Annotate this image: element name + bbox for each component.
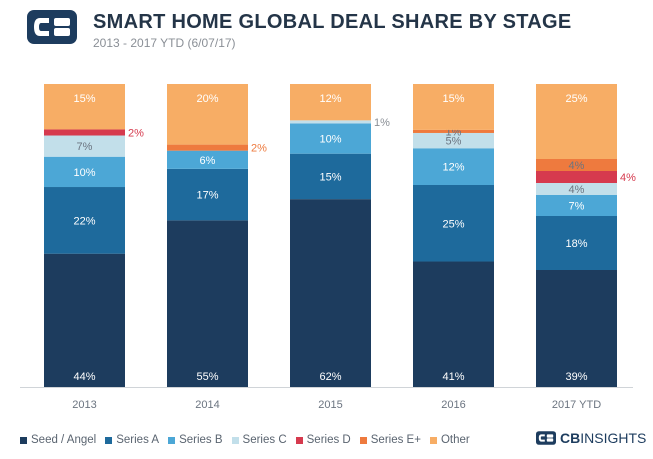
bar-segment-2016-series-b	[413, 148, 494, 185]
legend-item-series-b: Series B	[168, 434, 223, 446]
bar-segment-2013-seed-angel	[44, 253, 125, 387]
bar-segment-2014-series-a	[167, 168, 248, 221]
legend-swatch-series-e	[359, 436, 367, 444]
bar-segment-2013-series-d	[44, 129, 125, 136]
data-label-2017-ytd-series-e: 4%	[569, 160, 585, 172]
legend-item-series-e: Series E+	[359, 434, 421, 446]
bar-segment-2017-ytd-series-a	[536, 216, 617, 270]
data-label-2015-series-a: 15%	[319, 171, 341, 183]
data-label-2014-series-e: 2%	[251, 143, 267, 155]
legend-label-series-c: Series C	[242, 434, 287, 446]
legend-swatch-series-a	[105, 436, 113, 444]
data-label-2017-ytd-seed-angel: 39%	[565, 371, 587, 383]
legend-swatch-series-b	[168, 436, 176, 444]
data-label-2017-ytd-series-d: 4%	[620, 172, 636, 184]
legend-label-series-d: Series D	[306, 434, 351, 446]
legend-item-seed-angel: Seed / Angel	[20, 434, 96, 446]
bar-segment-2016-series-e	[413, 129, 494, 133]
chart-legend: Seed / Angel Series A Series B Series C Seri…	[20, 432, 470, 448]
bar-segment-2013-series-c	[44, 135, 125, 157]
bar-segment-2015-series-a	[290, 153, 371, 200]
cb-insights-brand-icon	[536, 431, 556, 445]
data-label-2016-series-c: 5%	[446, 136, 462, 148]
data-label-2017-ytd-series-b: 7%	[569, 201, 585, 213]
bar-segment-2017-ytd-series-c	[536, 183, 617, 195]
data-label-2014-other: 20%	[196, 93, 218, 105]
legend-label-series-b: Series B	[179, 434, 223, 446]
bar-segment-2013-series-a	[44, 187, 125, 254]
data-label-2014-series-a: 17%	[196, 190, 218, 202]
legend-swatch-series-d	[295, 436, 303, 444]
data-label-2013-other: 15%	[73, 93, 95, 105]
bar-segment-2017-ytd-seed-angel	[536, 270, 617, 387]
data-label-2014-seed-angel: 55%	[196, 371, 218, 383]
data-label-2014-series-b: 6%	[200, 155, 216, 167]
x-tick-label-2016: 2016	[441, 399, 465, 411]
chart-subtitle: 2013 - 2017 YTD (6/07/17)	[93, 36, 236, 50]
data-label-2017-ytd-series-a: 18%	[565, 238, 587, 250]
chart-title: SMART HOME GLOBAL DEAL SHARE BY STAGE	[93, 11, 572, 33]
bar-segment-2016-other	[413, 84, 494, 130]
legend-label-other: Other	[440, 434, 470, 446]
bar-segment-2017-ytd-series-e	[536, 159, 617, 171]
brand-cb-text: CB	[560, 430, 581, 446]
data-label-2017-ytd-other: 25%	[565, 93, 587, 105]
legend-swatch-other	[429, 436, 437, 444]
cb-insights-brand: CBINSIGHTS	[536, 430, 646, 446]
data-label-2013-seed-angel: 44%	[73, 371, 95, 383]
data-label-2015-series-c: 1%	[374, 117, 390, 129]
bar-segment-2013-series-b	[44, 156, 125, 188]
data-label-2017-ytd-series-c: 4%	[569, 184, 585, 196]
brand-insights-text: INSIGHTS	[580, 430, 647, 446]
bar-segment-2015-other	[290, 84, 371, 121]
bar-segment-2017-ytd-series-b	[536, 195, 617, 216]
x-tick-label-2014: 2014	[195, 399, 219, 411]
bar-segment-2013-other	[44, 84, 125, 130]
bar-segment-2017-ytd-other	[536, 84, 617, 159]
data-label-2013-series-a: 22%	[73, 215, 95, 227]
legend-label-series-e: Series E+	[370, 434, 421, 446]
bar-segment-2015-seed-angel	[290, 199, 371, 387]
bar-segment-2016-series-a	[413, 185, 494, 262]
data-label-2016-series-a: 25%	[442, 218, 464, 230]
x-tick-label-2017-ytd: 2017 YTD	[552, 399, 601, 411]
bar-segment-2017-ytd-series-d	[536, 171, 617, 183]
legend-label-seed-angel: Seed / Angel	[31, 434, 97, 446]
data-label-2015-seed-angel: 62%	[319, 371, 341, 383]
bar-segment-2015-series-b	[290, 123, 371, 154]
data-label-2016-other: 15%	[442, 93, 464, 105]
legend-swatch-seed-angel	[20, 436, 27, 444]
legend-label-series-a: Series A	[116, 434, 160, 446]
cb-insights-logo-icon	[27, 10, 77, 44]
x-tick-label-2013: 2013	[72, 399, 96, 411]
data-label-2016-seed-angel: 41%	[442, 371, 464, 383]
bar-segment-2016-series-c	[413, 132, 494, 149]
legend-item-series-a: Series A	[105, 434, 159, 446]
legend-item-other: Other	[429, 434, 470, 446]
data-label-2015-other: 12%	[319, 93, 341, 105]
data-label-2016-series-b: 12%	[442, 162, 464, 174]
x-tick-label-2015: 2015	[318, 399, 342, 411]
data-label-2013-series-c: 7%	[77, 141, 93, 153]
data-label-2013-series-b: 10%	[73, 167, 95, 179]
legend-item-series-c: Series C	[231, 434, 287, 446]
legend-item-series-d: Series D	[295, 434, 351, 446]
bar-segment-2016-seed-angel	[413, 261, 494, 387]
legend-swatch-series-c	[231, 436, 239, 444]
bar-segment-2014-other	[167, 84, 248, 145]
data-label-2013-series-d: 2%	[128, 127, 144, 139]
data-label-2015-series-b: 10%	[319, 134, 341, 146]
bar-segment-2014-seed-angel	[167, 220, 248, 387]
bar-segment-2015-series-c	[290, 120, 371, 124]
bar-segment-2014-series-e	[167, 144, 248, 151]
bar-segment-2014-series-b	[167, 150, 248, 169]
